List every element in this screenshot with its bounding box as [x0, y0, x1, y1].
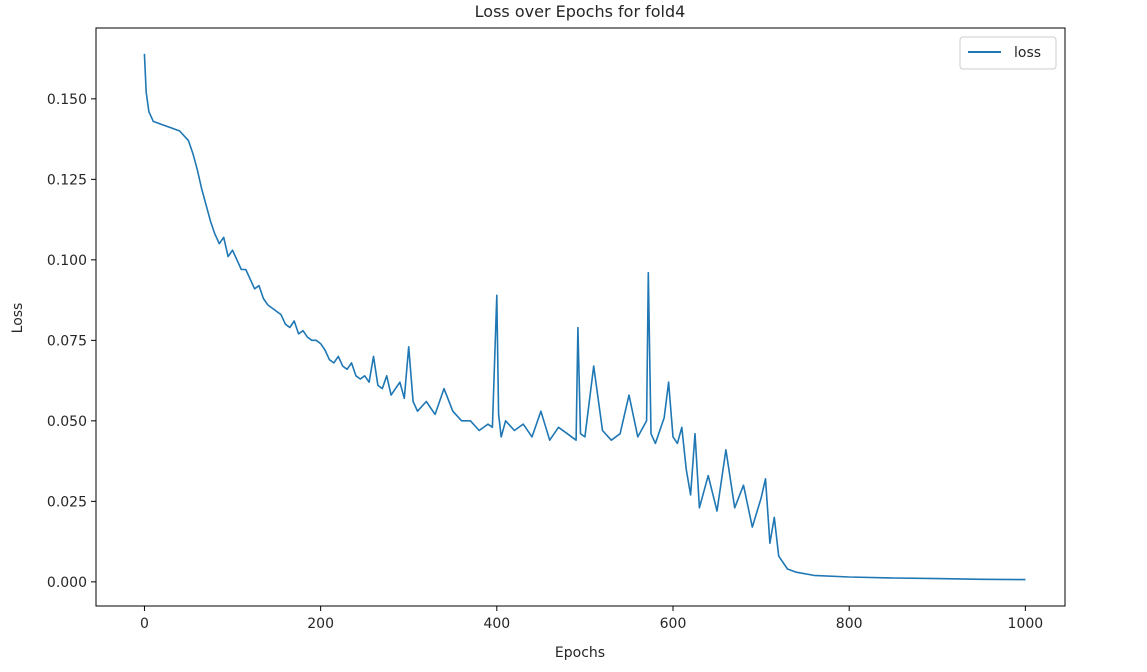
y-tick-label: 0.050 [47, 414, 87, 430]
legend: loss [959, 36, 1057, 70]
x-tick-label: 1000 [1008, 616, 1044, 632]
x-tick-label: 200 [307, 616, 334, 632]
x-tick-label: 800 [836, 616, 863, 632]
plot-area [143, 53, 1026, 581]
x-tick-label: 400 [483, 616, 510, 632]
y-axis: 0.000 0.025 0.050 0.075 0.100 0.125 0.150 [47, 92, 96, 591]
x-axis: 0 200 400 600 800 1000 [140, 606, 1043, 632]
y-tick-label: 0.025 [47, 494, 87, 510]
x-axis-label: Epochs [555, 645, 605, 661]
x-tick-label: 0 [140, 616, 149, 632]
series-line-loss [143, 53, 1026, 581]
y-tick-label: 0.150 [47, 92, 87, 108]
y-tick-label: 0.100 [47, 253, 87, 269]
y-tick-label: 0.000 [47, 575, 87, 591]
x-tick-label: 600 [660, 616, 687, 632]
legend-box [959, 36, 1057, 70]
axes-frame [95, 27, 1066, 607]
chart-title: Loss over Epochs for fold4 [475, 2, 686, 21]
y-tick-label: 0.125 [47, 172, 87, 188]
legend-label-loss: loss [1014, 45, 1041, 61]
y-tick-label: 0.075 [47, 333, 87, 349]
y-axis-label: Loss [10, 303, 26, 334]
